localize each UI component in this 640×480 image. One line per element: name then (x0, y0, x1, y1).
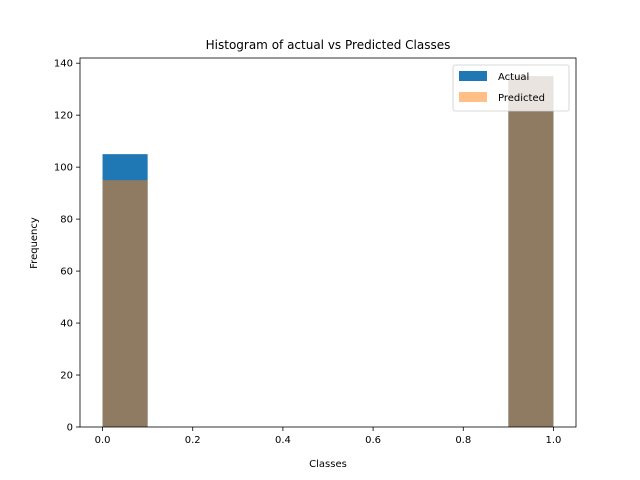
x-tick-label: 0.2 (185, 435, 201, 446)
y-tick-label: 20 (60, 371, 73, 382)
y-tick-label: 120 (54, 111, 73, 122)
y-tick-label: 60 (60, 267, 73, 278)
x-tick-label: 0.0 (95, 435, 111, 446)
x-tick-label: 1.0 (546, 435, 562, 446)
y-tick-label: 0 (67, 423, 73, 434)
x-tick-label: 0.6 (365, 435, 381, 446)
bars-layer (102, 76, 554, 428)
y-tick-label: 100 (54, 163, 73, 174)
x-tick-label: 0.8 (455, 435, 471, 446)
y-tick-label: 80 (60, 215, 73, 226)
bar-predicted-0 (102, 180, 148, 427)
plot-frame (79, 57, 577, 428)
y-axis-ticks: 0 20 40 60 80 100 120 140 (54, 59, 80, 434)
bar-predicted-1 (508, 76, 554, 428)
y-tick-label: 140 (54, 59, 73, 70)
y-tick-label: 40 (60, 319, 73, 330)
x-axis-ticks: 0.0 0.2 0.4 0.6 0.8 1.0 (95, 427, 562, 446)
legend-label-predicted: Predicted (498, 93, 545, 104)
legend: Actual Predicted (452, 64, 570, 112)
legend-label-actual: Actual (498, 72, 529, 83)
x-axis-label: Classes (309, 459, 347, 470)
y-axis-label: Frequency (29, 217, 40, 269)
x-tick-label: 0.4 (275, 435, 291, 446)
chart-title: Histogram of actual vs Predicted Classes (206, 38, 451, 52)
legend-swatch-predicted (459, 92, 487, 102)
legend-swatch-actual (459, 71, 487, 81)
